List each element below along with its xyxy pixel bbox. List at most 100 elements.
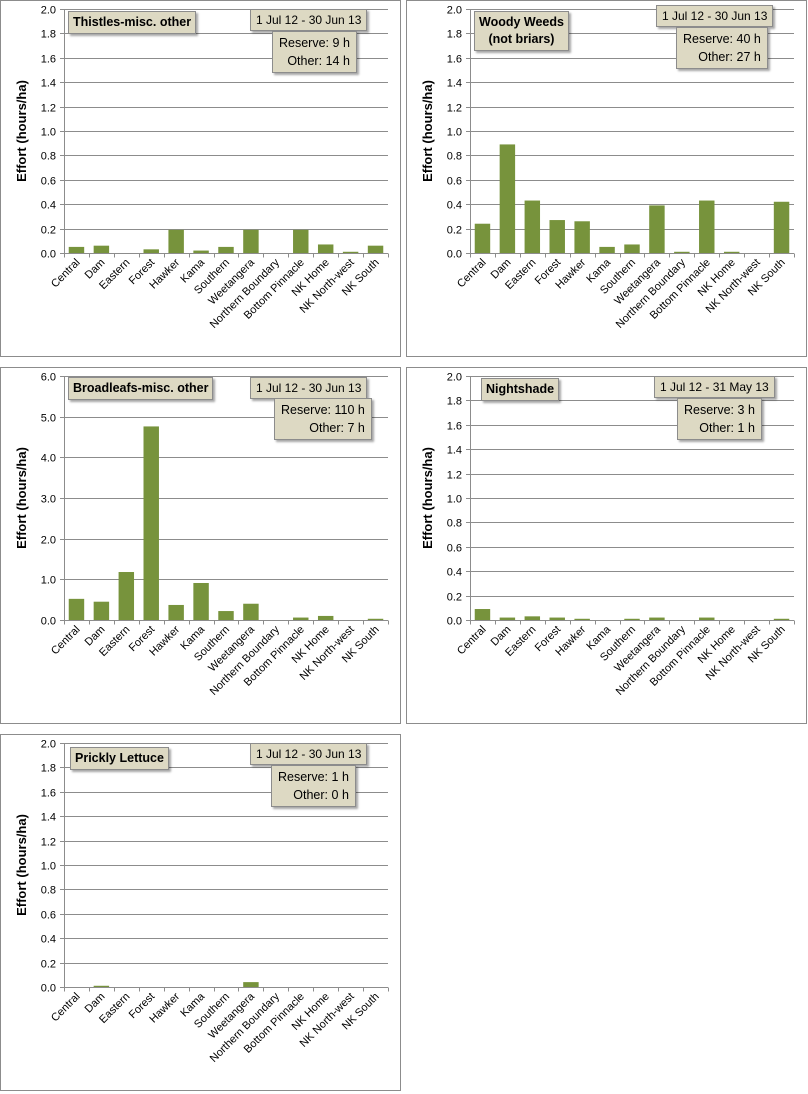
- effort-box: Reserve: 110 h Other: 7 h: [274, 398, 372, 440]
- y-tick-label: 1.4: [447, 78, 462, 90]
- reserve-row: Reserve: 1 h: [278, 768, 349, 786]
- date-range-box: 1 Jul 12 - 30 Jun 13: [250, 9, 368, 31]
- chart-svg: 0.0 0.2 0.4 0.6 0.8 1.0 1.2 1.4 1.6 1.8 2.0 Effort …: [420, 372, 795, 698]
- y-tick-label: 1.2: [447, 103, 462, 115]
- reserve-label: Reserve:: [683, 32, 734, 46]
- bar: [773, 201, 790, 253]
- y-tick-label: 1.0: [41, 575, 56, 587]
- y-axis-label: Effort (hours/ha): [420, 80, 435, 182]
- bar: [524, 616, 541, 620]
- date-range: 1 Jul 12 - 31 May 13: [660, 380, 769, 394]
- y-tick-label: 2.0: [447, 5, 462, 17]
- y-tick-label: 1.8: [41, 763, 56, 775]
- reserve-label: Reserve:: [281, 403, 332, 417]
- date-range-box: 1 Jul 12 - 30 Jun 13: [656, 5, 774, 27]
- bar: [474, 609, 491, 620]
- bar: [293, 617, 309, 620]
- bar: [367, 245, 384, 253]
- chart-title-line: (not briars): [488, 32, 555, 46]
- bar: [367, 618, 384, 620]
- y-axis-label: Effort (hours/ha): [14, 814, 29, 916]
- bar: [168, 229, 184, 253]
- bar: [624, 244, 640, 253]
- y-tick-label: 0.0: [41, 616, 56, 628]
- bar: [143, 249, 159, 253]
- reserve-value: 110 h: [334, 403, 365, 417]
- y-tick-label: 0.2: [41, 959, 56, 971]
- bar: [699, 200, 715, 253]
- y-tick-label: 2.0: [41, 5, 56, 17]
- reserve-row: Reserve: 3 h: [684, 401, 755, 419]
- date-range-box: 1 Jul 12 - 30 Jun 13: [250, 377, 368, 399]
- y-tick-label: 0.0: [41, 249, 56, 261]
- chart-title: Nightshade: [481, 378, 560, 401]
- bar: [218, 246, 234, 253]
- bar: [474, 223, 491, 253]
- other-value: 1 h: [737, 421, 755, 435]
- bar: [317, 244, 334, 253]
- bar: [193, 582, 209, 620]
- chart-svg: 0.0 0.2 0.4 0.6 0.8 1.0 1.2 1.4 1.6 1.8 2.0 Effort …: [14, 739, 389, 1065]
- bar: [599, 246, 615, 253]
- y-tick-label: 0.4: [41, 200, 56, 212]
- chart-panel-broadleafs: 0.0 1.0 2.0 3.0 4.0 5.0 6.0 Effort (hours/ha) Ce…: [0, 367, 401, 724]
- bar: [549, 617, 565, 620]
- y-tick-label: 0.4: [447, 200, 462, 212]
- bar: [499, 617, 516, 620]
- bar: [243, 603, 259, 620]
- y-tick-label: 0.2: [447, 225, 462, 237]
- y-tick-label: 0.6: [41, 910, 56, 922]
- y-tick-label: 0.6: [447, 176, 462, 188]
- y-tick-label: 1.8: [447, 29, 462, 41]
- other-value: 7 h: [347, 421, 365, 435]
- other-label: Other:: [293, 788, 329, 802]
- bar: [649, 205, 665, 253]
- bar: [649, 617, 665, 620]
- y-tick-label: 0.0: [447, 249, 462, 261]
- y-tick-label: 0.6: [41, 176, 56, 188]
- reserve-value: 3 h: [737, 403, 755, 417]
- y-tick-label: 1.4: [41, 78, 56, 90]
- chart-title: Woody Weeds (not briars): [474, 11, 569, 51]
- chart-title-line: Nightshade: [486, 382, 555, 396]
- y-tick-label: 1.6: [41, 54, 56, 66]
- y-tick-label: 1.6: [447, 421, 462, 433]
- y-tick-label: 5.0: [41, 413, 56, 425]
- date-range: 1 Jul 12 - 30 Jun 13: [256, 13, 362, 27]
- date-range-box: 1 Jul 12 - 30 Jun 13: [250, 743, 368, 765]
- y-axis-label: Effort (hours/ha): [420, 447, 435, 549]
- other-label: Other:: [698, 50, 734, 64]
- chart-title: Thistles-misc. other: [68, 11, 197, 34]
- bar: [243, 982, 259, 987]
- other-row: Other: 0 h: [278, 786, 349, 804]
- y-tick-label: 0.8: [447, 518, 462, 530]
- bar: [93, 985, 110, 987]
- x-tick-label: Central: [49, 991, 83, 1025]
- y-tick-label: 1.0: [447, 494, 462, 506]
- y-tick-label: 2.0: [447, 372, 462, 384]
- y-tick-label: 1.8: [41, 29, 56, 41]
- chart-panel-nightshade: 0.0 0.2 0.4 0.6 0.8 1.0 1.2 1.4 1.6 1.8 2.0 Effort …: [406, 367, 807, 724]
- y-axis-label: Effort (hours/ha): [14, 80, 29, 182]
- reserve-row: Reserve: 40 h: [683, 30, 761, 48]
- bar: [574, 221, 590, 253]
- other-label: Other:: [309, 421, 344, 435]
- x-tick-label: Central: [49, 624, 83, 658]
- y-tick-label: 1.2: [41, 837, 56, 849]
- bar: [624, 618, 640, 620]
- x-tick-label: Central: [455, 624, 489, 658]
- bar: [218, 611, 234, 620]
- y-tick-label: 0.4: [41, 934, 56, 946]
- bar: [118, 572, 135, 620]
- x-tick-label: Central: [455, 257, 489, 291]
- bar: [93, 245, 110, 253]
- y-tick-label: 0.2: [447, 592, 462, 604]
- y-tick-label: 1.0: [41, 861, 56, 873]
- y-tick-label: 6.0: [41, 372, 56, 384]
- bar: [723, 251, 740, 253]
- chart-svg: 0.0 1.0 2.0 3.0 4.0 5.0 6.0 Effort (hours/ha) Ce…: [14, 372, 389, 698]
- date-range: 1 Jul 12 - 30 Jun 13: [256, 747, 362, 761]
- other-value: 0 h: [331, 788, 349, 802]
- bar: [342, 251, 359, 253]
- y-tick-label: 0.8: [447, 151, 462, 163]
